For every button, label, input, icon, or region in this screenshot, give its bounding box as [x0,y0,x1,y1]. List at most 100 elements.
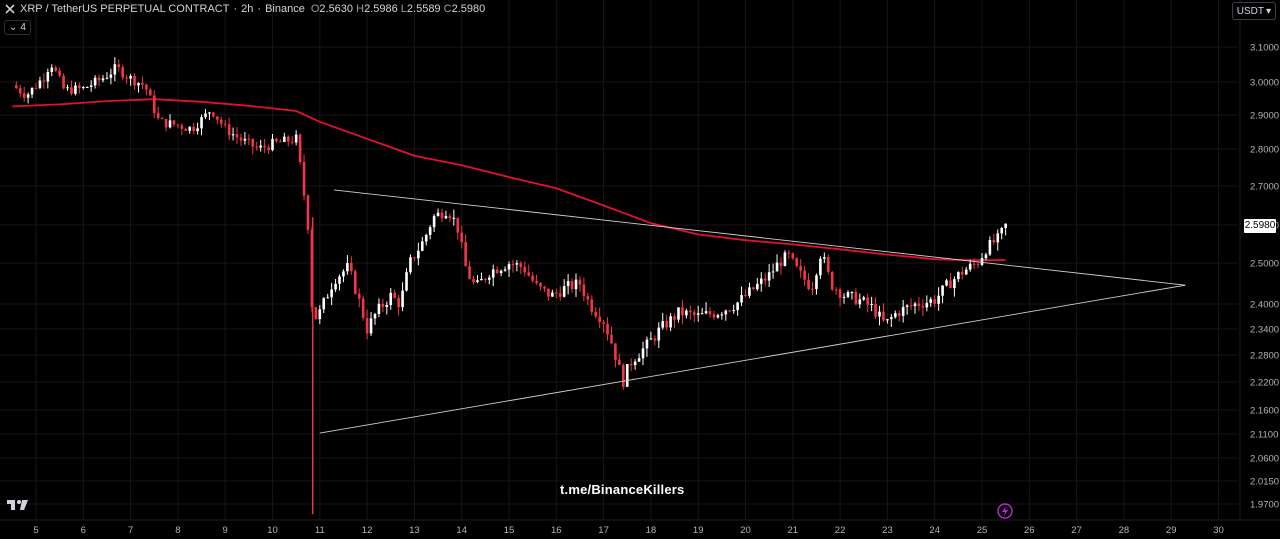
candle-body [704,311,708,314]
candle-body [223,123,227,125]
candle-body [732,310,735,312]
candle-body [633,361,637,366]
candle-body [854,292,858,305]
candle-body [279,141,282,143]
candle-body [976,264,980,266]
x-tick-label: 21 [788,525,799,536]
candle-body [70,87,73,94]
candle-body [736,302,739,311]
candle-body [393,292,396,298]
symbol-name[interactable]: XRP / TetherUS PERPETUAL CONTRACT [20,3,230,15]
candle-body [937,295,940,304]
candle-body [168,120,172,128]
y-tick-label: 2.5000 [1250,259,1279,270]
candle-body [787,252,791,254]
y-tick-label: 2.2800 [1250,351,1279,362]
candle-body [22,93,26,98]
candle-body [614,343,617,360]
candle-body [673,316,676,320]
candle-body [66,87,69,89]
candle-body [271,138,274,150]
exchange: Binance [265,3,305,15]
tradingview-logo-icon[interactable] [6,498,30,512]
candle-body [334,283,337,290]
candle-body [330,289,333,298]
candle-body [137,82,140,86]
candle-body [18,88,22,94]
candle-body [184,128,188,131]
candle-body [767,272,771,281]
lightning-icon[interactable] [997,503,1013,519]
candle-body [385,304,389,307]
candle-body [696,313,700,315]
currency-label: USDT [1236,5,1264,17]
candle-body [759,278,763,284]
candle-body [164,118,168,128]
x-tick-label: 11 [315,525,325,536]
y-tick-label: 2.0150 [1250,477,1279,488]
candle-body [54,67,58,71]
interval[interactable]: 2h [241,3,254,15]
candle-body [960,272,964,275]
candle-body [46,71,50,82]
candle-body [160,118,164,120]
candle-body [503,269,507,271]
candle-body [192,126,195,132]
candle-body [692,312,696,315]
candle-body [239,137,243,141]
candle-body [409,257,412,273]
candle-body [799,266,802,271]
candle-body [42,80,46,82]
open-value: 2.5630 [319,3,354,15]
candle-body [901,306,905,316]
candle-body [97,77,101,81]
candle-body [141,82,144,85]
candle-body [310,229,314,308]
candle-body [834,289,838,291]
candle-body [823,257,826,259]
xrp-symbol-icon [5,4,15,14]
candle-body [381,303,385,307]
candle-body [547,288,550,297]
candle-body [85,87,89,89]
indicators-toggle-button[interactable]: ⌄ 4 [4,20,31,35]
candle-body [468,266,471,280]
candle-body [882,311,885,321]
candle-body [681,307,684,316]
candle-body [283,136,286,142]
candle-body [484,278,487,280]
candle-body [424,234,428,242]
x-tick-label: 13 [409,525,420,536]
candle-body [953,279,956,289]
moving-average-line [12,98,1006,262]
candle-body [294,134,298,143]
candle-body [539,283,542,287]
candle-body [893,313,897,318]
candle-body [121,67,125,78]
currency-selector[interactable]: USDT ▾ [1231,2,1276,20]
candle-body [507,264,511,270]
candle-body [535,280,538,284]
candle-body [464,242,467,267]
x-tick-label: 19 [693,525,704,536]
candle-body [791,253,795,259]
candle-body [913,303,917,307]
candle-body [988,240,992,255]
candle-body [14,85,18,89]
y-tick-label: 3.1000 [1250,43,1279,54]
y-tick-label: 2.8000 [1250,145,1279,156]
candle-body [326,297,329,299]
separator: · [257,3,262,15]
candle-body [637,358,641,362]
x-tick-label: 18 [646,525,657,536]
candle-body [618,359,621,366]
candle-body [933,299,936,304]
candle-body [582,284,586,297]
candle-body [432,215,436,228]
y-tick-label: 3.0000 [1250,78,1279,89]
candle-body [365,317,369,334]
x-tick-label: 12 [362,525,373,536]
candle-body [606,323,609,335]
candle-body [286,136,290,142]
